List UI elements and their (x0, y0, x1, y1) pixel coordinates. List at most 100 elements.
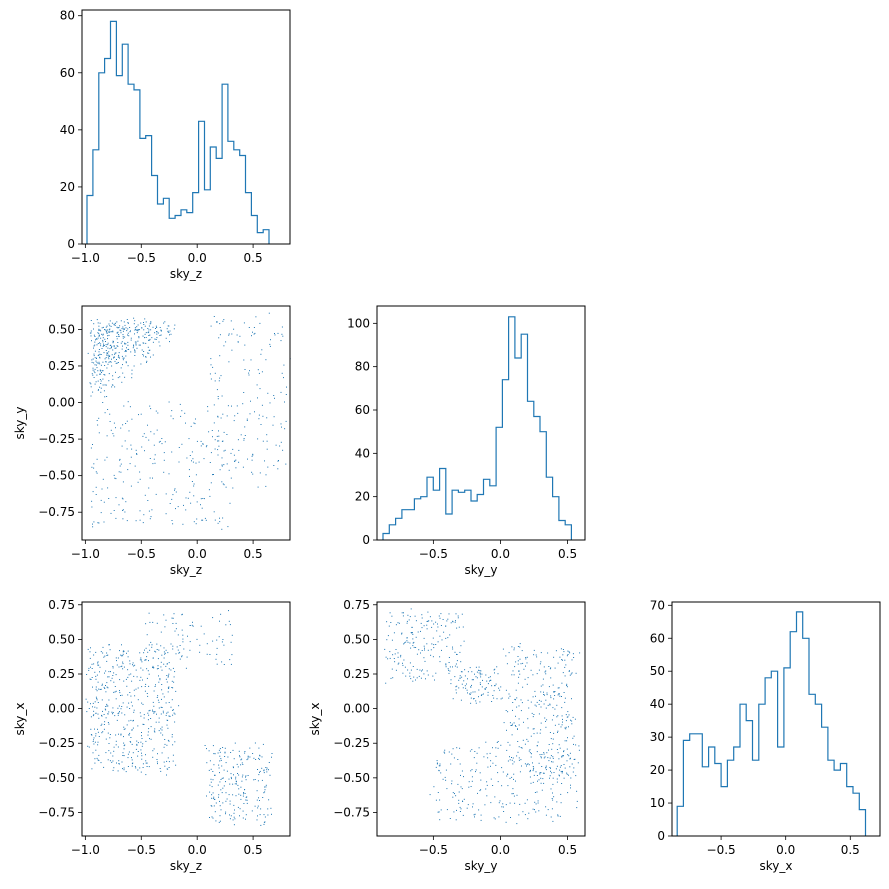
scatter-point (473, 814, 475, 816)
scatter-point (137, 742, 139, 744)
scatter-point (219, 751, 221, 753)
scatter-point (152, 665, 154, 667)
scatter-point (222, 483, 224, 485)
scatter-point (557, 715, 559, 717)
scatter-point (202, 443, 204, 445)
scatter-point (141, 349, 143, 351)
scatter-point (516, 755, 518, 757)
scatter-point (130, 737, 132, 738)
scatter-point (478, 747, 480, 749)
scatter-point (535, 811, 537, 813)
scatter-point (145, 356, 146, 358)
scatter-point (109, 734, 111, 735)
scatter-point (104, 412, 106, 414)
scatter-point (449, 818, 451, 819)
scatter-point (105, 706, 107, 707)
scatter-point (107, 713, 109, 715)
scatter-point (564, 767, 566, 769)
scatter-point (137, 481, 139, 483)
scatter-point (167, 757, 169, 759)
scatter-point (203, 458, 205, 460)
scatter-point (252, 454, 254, 456)
scatter-point (543, 666, 545, 668)
scatter-point (94, 344, 96, 346)
scatter-point (571, 672, 573, 674)
scatter-point (173, 712, 175, 714)
scatter-point (230, 320, 232, 322)
scatter-point (471, 749, 473, 751)
scatter-point (513, 761, 515, 763)
scatter-point (243, 438, 245, 439)
scatter-point (500, 698, 502, 700)
scatter-point (165, 702, 167, 704)
scatter-point (146, 361, 147, 363)
scatter-point (142, 354, 144, 355)
scatter-point (436, 630, 438, 632)
scatter-point (445, 637, 447, 639)
scatter-point (522, 739, 524, 741)
scatter-point (547, 757, 549, 759)
scatter-point (127, 656, 129, 658)
scatter-point (101, 732, 103, 734)
y-tick-label: 0.75 (343, 598, 370, 612)
scatter-point (552, 756, 554, 758)
scatter-point (435, 644, 437, 645)
scatter-point (96, 420, 98, 421)
scatter-point (218, 440, 220, 442)
scatter-point (150, 431, 152, 433)
scatter-point (148, 766, 150, 768)
scatter-point (117, 342, 119, 343)
scatter-point (152, 709, 153, 711)
scatter-point (147, 352, 149, 354)
scatter-point (101, 333, 103, 335)
scatter-point (517, 728, 518, 730)
scatter-point (130, 351, 132, 353)
scatter-point (528, 707, 530, 709)
scatter-point (435, 672, 437, 674)
scatter-point (163, 746, 165, 748)
scatter-point (97, 728, 98, 730)
scatter-point (133, 689, 135, 691)
scatter-point (225, 811, 227, 813)
scatter-point (571, 698, 572, 700)
scatter-point (410, 647, 412, 649)
scatter-point (108, 329, 110, 331)
scatter-point (174, 741, 176, 743)
scatter-point (154, 711, 156, 713)
scatter-point (210, 482, 212, 484)
scatter-point (461, 676, 463, 678)
scatter-point (219, 755, 221, 757)
scatter-point (159, 679, 161, 681)
scatter-point (540, 757, 542, 759)
scatter-point (120, 320, 122, 322)
scatter-point (112, 666, 114, 667)
scatter-point (168, 473, 170, 475)
scatter-point (529, 749, 531, 751)
scatter-point (559, 775, 560, 777)
scatter-point (442, 619, 444, 620)
scatter-point (145, 754, 146, 756)
scatter-point (142, 669, 144, 671)
scatter-point (118, 733, 119, 735)
scatter-point (153, 444, 155, 446)
scatter-point (108, 354, 110, 356)
scatter-point (217, 415, 219, 417)
scatter-point (156, 759, 158, 760)
scatter-point (170, 643, 172, 645)
scatter-point (110, 512, 112, 514)
scatter-point (446, 645, 448, 647)
scatter-point (148, 352, 150, 354)
scatter-point (283, 377, 284, 379)
scatter-point (437, 792, 439, 793)
scatter-point (234, 818, 236, 820)
scatter-point (402, 672, 404, 674)
scatter-point (451, 780, 453, 782)
scatter-point (524, 763, 526, 765)
scatter-point (265, 485, 267, 487)
scatter-point (130, 741, 132, 743)
scatter-point (92, 491, 94, 493)
scatter-point (161, 438, 163, 439)
scatter-point (402, 664, 404, 666)
scatter-point (210, 781, 212, 783)
scatter-point (526, 656, 528, 658)
